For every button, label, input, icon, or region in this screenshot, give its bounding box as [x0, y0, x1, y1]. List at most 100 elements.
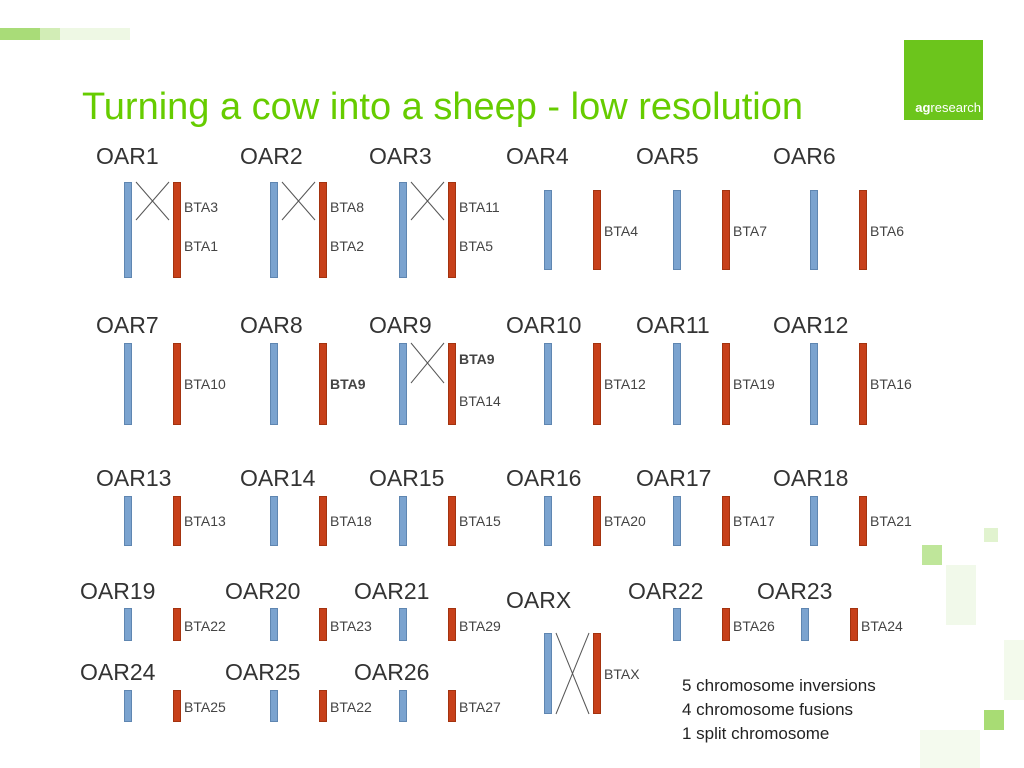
cow-chromosome — [593, 633, 601, 714]
sheep-chromosome — [673, 190, 681, 270]
cow-chromosome — [448, 690, 456, 722]
cow-chromosome — [173, 182, 181, 278]
cross-line — [281, 181, 316, 221]
bta-label: BTA25 — [184, 699, 226, 715]
oar-label: OAR22 — [628, 578, 704, 604]
oar-label: OAR3 — [369, 143, 432, 169]
cow-chromosome — [593, 190, 601, 270]
sheep-chromosome — [399, 496, 407, 546]
bta-label: BTA5 — [459, 238, 493, 254]
oar-label: OARX — [506, 587, 572, 613]
oar-label: OAR16 — [506, 465, 582, 491]
bta-label: BTA21 — [870, 513, 912, 529]
cow-chromosome — [448, 496, 456, 546]
bta-label: BTA18 — [330, 513, 372, 529]
bta-label: BTA3 — [184, 199, 218, 215]
cow-chromosome — [593, 343, 601, 425]
bta-label: BTA19 — [733, 376, 775, 392]
oar-label: OAR26 — [354, 659, 430, 685]
oar-label: OAR7 — [96, 312, 159, 338]
oar-label: OAR13 — [96, 465, 172, 491]
bta-label: BTA12 — [604, 376, 646, 392]
bta-label: BTA4 — [604, 223, 638, 239]
cow-chromosome — [319, 690, 327, 722]
bta-label: BTA6 — [870, 223, 904, 239]
sheep-chromosome — [810, 343, 818, 425]
oar-label: OAR21 — [354, 578, 430, 604]
oar-label: OAR15 — [369, 465, 445, 491]
logo-text: agresearch — [915, 100, 981, 115]
cow-chromosome — [859, 343, 867, 425]
decor-bar-top-left — [0, 28, 40, 40]
oar-label: OAR23 — [757, 578, 833, 604]
cow-chromosome — [722, 496, 730, 546]
bta-label: BTA22 — [330, 699, 372, 715]
cross-line — [135, 181, 170, 221]
cow-chromosome — [593, 496, 601, 546]
oar-label: OAR20 — [225, 578, 301, 604]
sheep-chromosome — [270, 182, 278, 278]
oar-label: OAR11 — [636, 312, 710, 338]
sheep-chromosome — [399, 608, 407, 641]
decor-bar-top-left-3 — [60, 28, 130, 40]
cow-chromosome — [173, 690, 181, 722]
sheep-chromosome — [673, 496, 681, 546]
sheep-chromosome — [801, 608, 809, 641]
bta-label: BTA17 — [733, 513, 775, 529]
cow-chromosome — [319, 496, 327, 546]
cow-chromosome — [722, 190, 730, 270]
sheep-chromosome — [124, 182, 132, 278]
oar-label: OAR10 — [506, 312, 582, 338]
sheep-chromosome — [399, 343, 407, 425]
cow-chromosome — [722, 343, 730, 425]
cow-chromosome — [173, 496, 181, 546]
inversion-cross — [281, 181, 316, 221]
sheep-chromosome — [544, 633, 552, 714]
bta-label: BTA8 — [330, 199, 364, 215]
sheep-chromosome — [270, 343, 278, 425]
sheep-chromosome — [124, 608, 132, 641]
cow-chromosome — [448, 608, 456, 641]
cross-line — [410, 342, 445, 384]
cow-chromosome — [448, 343, 456, 425]
decor-square — [984, 528, 998, 542]
summary-inversions: 5 chromosome inversions — [682, 676, 876, 695]
bta-label: BTA26 — [733, 618, 775, 634]
sheep-chromosome — [673, 343, 681, 425]
agresearch-logo: agresearch — [904, 40, 983, 120]
inversion-cross — [555, 632, 590, 715]
sheep-chromosome — [810, 190, 818, 270]
sheep-chromosome — [810, 496, 818, 546]
oar-label: OAR19 — [80, 578, 156, 604]
cow-chromosome — [859, 496, 867, 546]
oar-label: OAR9 — [369, 312, 432, 338]
decor-square — [946, 565, 976, 625]
oar-label: OAR25 — [225, 659, 301, 685]
page-title: Turning a cow into a sheep - low resolut… — [82, 86, 803, 128]
sheep-chromosome — [124, 690, 132, 722]
oar-label: OAR12 — [773, 312, 849, 338]
inversion-cross — [135, 181, 170, 221]
cow-chromosome — [173, 343, 181, 425]
sheep-chromosome — [270, 608, 278, 641]
bta-label: BTA9 — [330, 376, 366, 392]
sheep-chromosome — [544, 343, 552, 425]
summary-fusions: 4 chromosome fusions — [682, 700, 854, 719]
oar-label: OAR2 — [240, 143, 303, 169]
bta-label: BTA20 — [604, 513, 646, 529]
sheep-chromosome — [270, 496, 278, 546]
sheep-chromosome — [544, 190, 552, 270]
bta-label: BTA22 — [184, 618, 226, 634]
oar-label: OAR17 — [636, 465, 712, 491]
bta-label: BTA14 — [459, 393, 501, 409]
sheep-chromosome — [270, 690, 278, 722]
cow-chromosome — [319, 182, 327, 278]
cow-chromosome — [173, 608, 181, 641]
bta-label: BTA9 — [459, 351, 495, 367]
sheep-chromosome — [399, 690, 407, 722]
bta-label: BTA15 — [459, 513, 501, 529]
oar-label: OAR18 — [773, 465, 849, 491]
cow-chromosome — [722, 608, 730, 641]
oar-label: OAR6 — [773, 143, 836, 169]
bta-label: BTA23 — [330, 618, 372, 634]
